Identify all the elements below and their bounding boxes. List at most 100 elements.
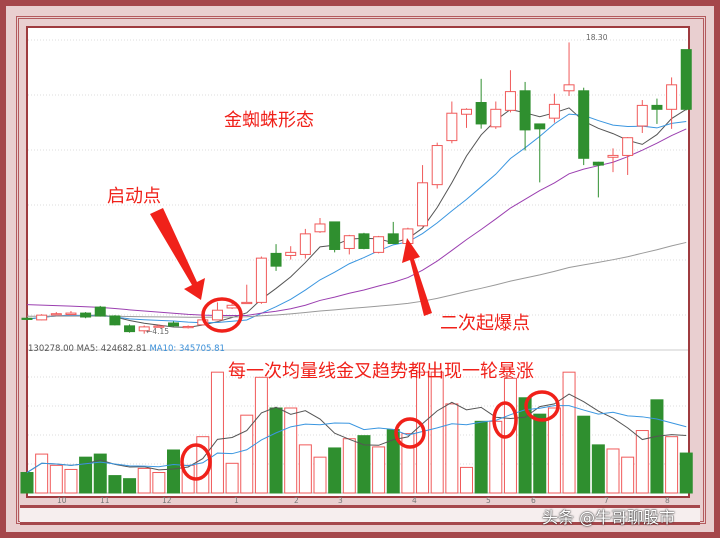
price-high-label: 18.30 [586, 33, 608, 42]
volume-bar-up [284, 407, 298, 494]
x-tick-label: 7 [604, 496, 609, 505]
highlight-circle [492, 401, 518, 439]
candle-down [680, 49, 692, 110]
highlight-circle [201, 297, 243, 333]
x-tick-label: 2 [294, 496, 299, 505]
volume-bar-up [152, 472, 166, 494]
candle-down [21, 317, 33, 320]
candle-up [563, 84, 575, 92]
candle-up [607, 154, 619, 158]
volume-ma10: MA10: 345705.81 [149, 344, 225, 354]
volume-bar-down [518, 397, 532, 494]
candle-up [548, 103, 560, 119]
price-low-label: ←4.15 [146, 327, 169, 336]
candle-up [314, 223, 326, 233]
volume-ma-header: 130278.00 MA5: 424682.81 MA10: 345705.81 [28, 344, 225, 354]
volume-bar-down [474, 420, 488, 494]
highlight-circle [394, 417, 426, 449]
candle-down [578, 90, 590, 159]
volume-bar-up [64, 468, 78, 494]
volume-bar-up [562, 371, 576, 494]
arrow-breakout-icon [402, 238, 432, 316]
x-tick-label: 8 [665, 496, 670, 505]
volume-bar-up [49, 464, 63, 494]
candle-up [285, 251, 297, 256]
volume-bar-up [489, 420, 503, 494]
volume-bar-up [372, 446, 386, 494]
volume-bar-up [313, 456, 327, 494]
candle-up [666, 84, 678, 110]
candle-up [299, 233, 311, 255]
candle-down [94, 306, 106, 317]
candle-up [636, 104, 648, 127]
volume-bar-down [328, 447, 342, 494]
volume-bar-up [240, 414, 254, 494]
annotation-pattern: 金蜘蛛形态 [224, 110, 314, 131]
volume-bar-up [665, 436, 679, 494]
volume-bar-down [591, 444, 605, 494]
volume-bar-down [533, 413, 547, 494]
candle-up [36, 314, 48, 321]
arrow-launch-icon [150, 208, 205, 300]
volume-bar-up [460, 466, 473, 494]
volume-bar-up [430, 371, 444, 494]
candle-up [373, 236, 385, 253]
price-low-value: 4.15 [152, 327, 169, 336]
candle-up [211, 309, 223, 321]
x-tick-label: 10 [57, 496, 67, 505]
volume-ma5: MA5: 424682.81 [76, 344, 147, 354]
price-ma20-line [26, 128, 687, 317]
candle-down [519, 90, 531, 131]
candle-down [387, 233, 399, 245]
candle-up [417, 182, 429, 227]
price-ma60-line [26, 241, 687, 318]
candle-up [255, 257, 267, 303]
watermark: 头条 @牛哥聊股市 [542, 508, 676, 527]
volume-bar-up [342, 438, 356, 494]
volume-bar-up [621, 456, 635, 494]
volume-bar-down [20, 472, 34, 494]
volume-bar-up [225, 462, 239, 494]
candle-up [431, 145, 443, 186]
annotation-launch-point: 启动点 [107, 186, 161, 207]
candle-up [50, 313, 62, 316]
candle-up [65, 312, 77, 316]
volume-bar-down [123, 478, 137, 494]
volume-bar-up [210, 371, 224, 494]
candle-up [622, 137, 634, 156]
volume-bar-up [606, 448, 620, 494]
volume-bar-down [577, 415, 591, 494]
candle-down [124, 325, 136, 333]
volume-bar-up [445, 403, 459, 494]
candle-up [343, 235, 355, 249]
annotation-volume-note: 每一次均量线金叉趋势都出现一轮暴涨 [228, 361, 534, 382]
candle-up [138, 326, 150, 332]
candle-down [329, 221, 341, 250]
candle-up [241, 301, 253, 305]
candle-up [461, 108, 472, 115]
candle-down [270, 252, 282, 267]
volume-bar-down [357, 435, 371, 494]
volume-bar-up [401, 433, 415, 494]
volume-bar-up [298, 444, 312, 494]
candle-up [504, 91, 516, 111]
volume-bar-up [137, 467, 151, 494]
price-ma10-line [26, 113, 687, 324]
volume-bar-down [93, 453, 107, 494]
volume-bar-down [167, 449, 180, 494]
candle-down [358, 233, 370, 249]
volume-value: 130278.00 [28, 344, 74, 354]
volume-bar-down [108, 475, 122, 494]
candle-up [182, 325, 194, 329]
x-tick-label: 5 [486, 496, 491, 505]
chart-scrollbar[interactable] [20, 505, 700, 525]
candle-down [534, 123, 546, 130]
x-tick-label: 11 [100, 496, 110, 505]
volume-bar-down [269, 407, 283, 494]
x-tick-label: 12 [162, 496, 172, 505]
volume-ma10-line [26, 405, 687, 473]
volume-bar-up [635, 430, 649, 494]
volume-bar-up [254, 376, 268, 494]
volume-bar-up [547, 407, 561, 494]
